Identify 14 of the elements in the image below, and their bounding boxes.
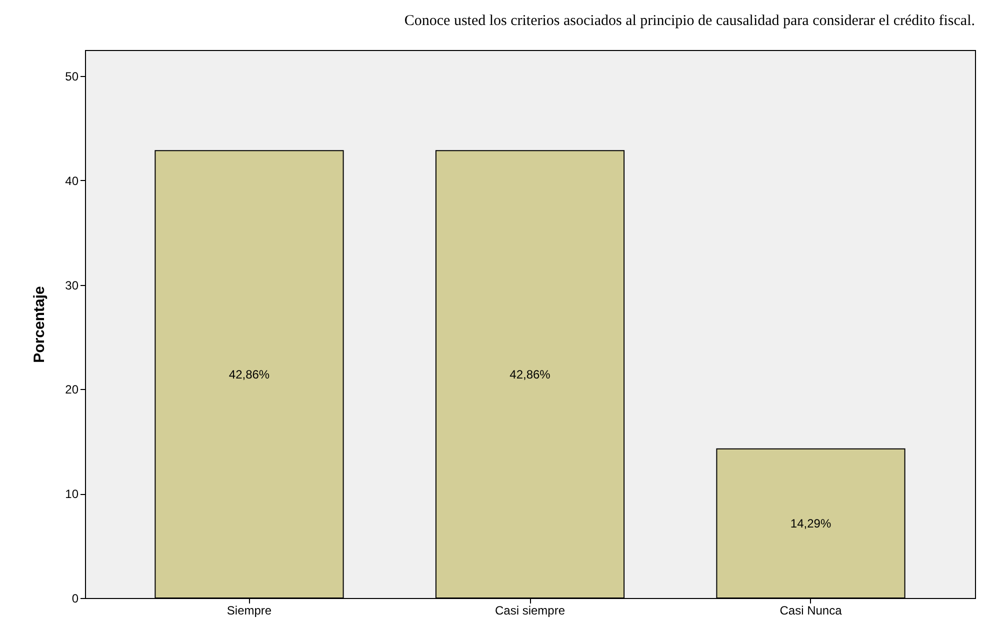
x-tick-label: Casi siempre <box>494 604 566 618</box>
chart-title: Conoce usted los criterios asociados al principio de causalidad para considerar el crédito fiscal. <box>404 13 975 29</box>
data-label: 14,29% <box>790 516 832 530</box>
data-label: 42,86% <box>228 367 270 382</box>
y-tick-label: 0 <box>72 592 79 606</box>
y-tick-label: 10 <box>65 487 79 502</box>
y-axis-title: Porcentaje <box>31 286 48 363</box>
x-tick-label: Siempre <box>226 604 272 618</box>
x-tick-label: Casi Nunca <box>780 604 842 618</box>
y-tick-label: 30 <box>65 278 79 292</box>
data-label: 42,86% <box>510 367 551 382</box>
y-tick-label: 50 <box>65 70 79 84</box>
y-tick-label: 20 <box>65 382 79 397</box>
y-tick-label: 40 <box>65 174 79 188</box>
